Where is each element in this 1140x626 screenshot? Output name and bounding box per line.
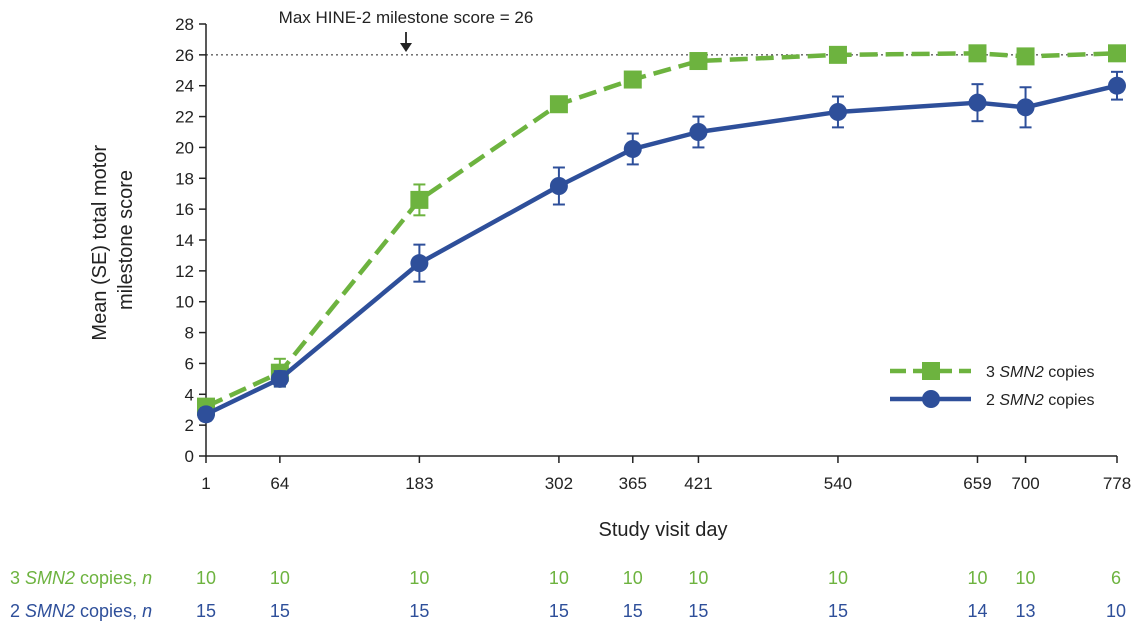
x-tick-label: 778 xyxy=(1103,474,1131,493)
data-point-square xyxy=(1016,47,1035,66)
data-point-square xyxy=(968,44,987,63)
data-point-square xyxy=(828,45,847,64)
x-tick-label: 183 xyxy=(405,474,433,493)
n-value: 10 xyxy=(549,568,569,588)
down-arrow-icon xyxy=(400,43,412,52)
n-row-label-gene: SMN2 xyxy=(25,601,75,621)
n-value: 10 xyxy=(270,568,290,588)
n-value: 13 xyxy=(1016,601,1036,621)
n-value: 6 xyxy=(1111,568,1121,588)
legend-label-gene: SMN2 xyxy=(999,392,1044,409)
data-point-square xyxy=(689,52,708,71)
n-row-label-n: n xyxy=(142,568,152,588)
data-point-circle xyxy=(623,139,642,158)
data-point-square xyxy=(410,190,429,209)
y-tick-label: 28 xyxy=(175,15,194,34)
reference-line-group: Max HINE-2 milestone score = 26 xyxy=(206,8,1117,56)
y-tick-label: 14 xyxy=(175,231,194,250)
data-point-square xyxy=(1108,44,1126,63)
data-point-circle xyxy=(197,405,215,424)
data-point-square xyxy=(549,95,568,114)
y-tick-label: 18 xyxy=(175,169,194,188)
x-tick-label: 1 xyxy=(201,474,210,493)
max-score-label: Max HINE-2 milestone score = 26 xyxy=(279,8,534,27)
n-value: 15 xyxy=(828,601,848,621)
series-3-copies xyxy=(197,44,1126,416)
n-value: 15 xyxy=(688,601,708,621)
n-value: 10 xyxy=(196,568,216,588)
n-row-label: 2 SMN2 copies, n xyxy=(10,601,152,621)
n-value: 15 xyxy=(409,601,429,621)
series-line xyxy=(205,51,1118,409)
y-axis-title-line-2: milestone score xyxy=(115,170,137,310)
data-point-circle xyxy=(1016,98,1035,117)
y-tick-label: 24 xyxy=(175,77,194,96)
y-tick-label: 2 xyxy=(185,416,194,435)
y-tick-label: 12 xyxy=(175,262,194,281)
legend-label-suffix: copies xyxy=(1044,392,1095,409)
n-value: 15 xyxy=(270,601,290,621)
y-tick-label: 6 xyxy=(185,354,194,373)
n-value: 10 xyxy=(409,568,429,588)
data-point-circle xyxy=(828,102,847,121)
n-value: 10 xyxy=(967,568,987,588)
series-line xyxy=(205,83,1118,417)
data-point-circle xyxy=(270,369,289,388)
n-table: 3 SMN2 copies, n 10 10 10 10 10 10 10 10 10 6 2 SMN… xyxy=(10,568,1126,621)
legend-label-suffix: copies xyxy=(1044,364,1095,381)
n-value: 15 xyxy=(623,601,643,621)
legend-label-prefix: 3 xyxy=(986,364,999,381)
legend-marker-circle xyxy=(922,390,940,408)
n-value: 10 xyxy=(828,568,848,588)
series-2-copies xyxy=(197,70,1126,424)
x-tick-label: 540 xyxy=(824,474,852,493)
y-tick-label: 26 xyxy=(175,46,194,65)
data-point-circle xyxy=(968,93,987,112)
data-point-circle xyxy=(410,254,429,273)
n-row-label-prefix: 2 xyxy=(10,601,25,621)
x-tick-label: 365 xyxy=(619,474,647,493)
legend-label: 2 SMN2 copies xyxy=(986,392,1095,409)
n-value: 15 xyxy=(549,601,569,621)
n-value: 15 xyxy=(196,601,216,621)
data-point-circle xyxy=(1108,76,1126,95)
data-point-circle xyxy=(549,177,568,195)
n-row-label-n: n xyxy=(142,601,152,621)
x-tick-label: 421 xyxy=(684,474,712,493)
y-axis-title-line-1: Mean (SE) total motor xyxy=(89,145,111,341)
legend-label-prefix: 2 xyxy=(986,392,999,409)
x-tick-label: 700 xyxy=(1011,474,1039,493)
n-row-label-suffix: copies, xyxy=(75,601,142,621)
x-tick-label: 64 xyxy=(270,474,289,493)
n-value: 10 xyxy=(688,568,708,588)
x-axis-title: Study visit day xyxy=(599,519,728,541)
legend-label-gene: SMN2 xyxy=(999,364,1044,381)
y-tick-label: 8 xyxy=(185,324,194,343)
legend-marker-square xyxy=(922,362,940,380)
data-point-square xyxy=(623,70,642,89)
n-row-label-prefix: 3 xyxy=(10,568,25,588)
y-tick-label: 22 xyxy=(175,108,194,127)
n-value: 10 xyxy=(1106,601,1126,621)
n-row-label-suffix: copies, xyxy=(75,568,142,588)
n-value: 10 xyxy=(1016,568,1036,588)
y-axis-title: Mean (SE) total motor milestone score xyxy=(89,139,137,340)
x-tick-label: 302 xyxy=(545,474,573,493)
y-tick-label: 0 xyxy=(185,447,194,466)
n-value: 10 xyxy=(623,568,643,588)
y-tick-label: 4 xyxy=(185,385,194,404)
n-row-label: 3 SMN2 copies, n xyxy=(10,568,152,588)
y-tick-label: 16 xyxy=(175,200,194,219)
n-row-label-gene: SMN2 xyxy=(25,568,75,588)
y-tick-label: 10 xyxy=(175,293,194,312)
legend-label: 3 SMN2 copies xyxy=(986,364,1095,381)
series-group xyxy=(197,44,1126,424)
x-tick-label: 659 xyxy=(963,474,991,493)
n-value: 14 xyxy=(967,601,987,621)
data-point-circle xyxy=(689,123,708,141)
y-tick-label: 20 xyxy=(175,138,194,157)
